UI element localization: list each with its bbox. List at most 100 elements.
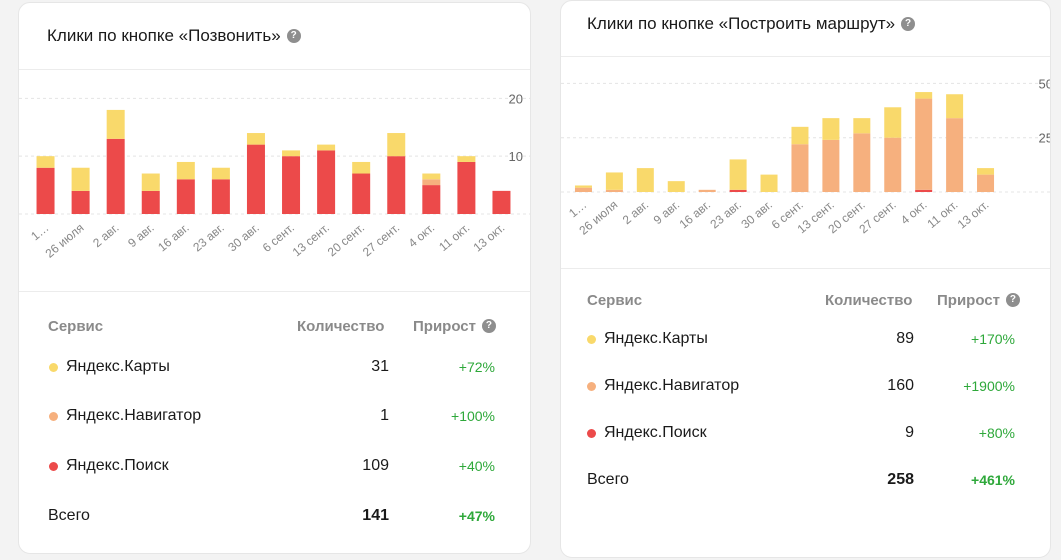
divider [561, 56, 1050, 57]
bar-segment [422, 173, 441, 180]
help-icon[interactable]: ? [286, 28, 301, 43]
table-row: Яндекс.Навигатор 1 +100% [19, 405, 530, 429]
bar-segment [352, 173, 371, 214]
table-row: Яндекс.Поиск 9 +80% [561, 422, 1050, 446]
service-growth: +80% [978, 425, 1015, 441]
bar-segment [36, 167, 55, 214]
bar-segment [141, 190, 160, 214]
bar-segment [457, 161, 476, 214]
bar-segment [574, 187, 592, 192]
search-legend-dot [49, 462, 58, 471]
x-tick-label: 30 авг. [738, 198, 775, 232]
bar-segment [422, 185, 441, 214]
bar-segment [605, 172, 623, 190]
divider [19, 291, 530, 292]
total-growth: +47% [458, 508, 495, 524]
bar-segment [884, 137, 902, 192]
x-tick-label: 30 авг. [225, 221, 262, 255]
service-growth: +1900% [963, 378, 1015, 394]
y-tick-label: 10 [509, 149, 523, 164]
x-tick-label: 16 авг. [677, 198, 714, 232]
service-growth: +100% [451, 408, 495, 424]
bar-segment [457, 156, 476, 162]
card-title: Клики по кнопке «Позвонить»? [47, 26, 301, 46]
x-tick-label: 11 окт. [924, 198, 960, 231]
table-row: Яндекс.Карты 31 +72% [19, 356, 530, 380]
table-row: Яндекс.Навигатор 160 +1900% [561, 375, 1050, 399]
help-icon[interactable]: ? [481, 319, 496, 334]
route-card: Клики по кнопке «Построить маршрут»? 50 2… [560, 0, 1051, 558]
total-row: Всего 258 +461% [561, 469, 1050, 493]
bar-segment [211, 179, 230, 214]
bar-segment [71, 190, 90, 214]
service-growth: +72% [458, 359, 495, 375]
service-count: 1 [380, 407, 389, 424]
service-name: Яндекс.Навигатор [604, 377, 740, 394]
x-tick-label: 13 окт. [955, 198, 992, 232]
bar-segment [791, 126, 809, 145]
bar-segment [422, 179, 441, 186]
total-count: 141 [362, 507, 389, 524]
bar-segment [977, 174, 995, 192]
header-growth[interactable]: Прирост? [413, 318, 496, 335]
header-count[interactable]: Количество [297, 318, 385, 335]
help-icon[interactable]: ? [901, 16, 916, 31]
maps-legend-dot [49, 363, 58, 372]
x-tick-label: 20 сент. [325, 221, 367, 260]
x-tick-label: 2 авг. [620, 198, 651, 228]
total-label: Всего [587, 471, 629, 488]
navigator-legend-dot [49, 412, 58, 421]
x-tick-label: 11 окт. [436, 221, 472, 254]
bar-segment [636, 168, 654, 192]
bar-segment [352, 161, 371, 174]
bar-segment [176, 179, 195, 214]
header-count[interactable]: Количество [825, 292, 913, 309]
header-service: Сервис [48, 318, 104, 335]
maps-legend-dot [587, 335, 596, 344]
bar-segment [106, 138, 125, 214]
bar-segment [317, 150, 336, 214]
bar-segment [36, 156, 55, 168]
x-tick-label: 13 окт. [471, 221, 508, 255]
bar-segment [605, 189, 623, 192]
bar-segment [822, 139, 840, 192]
bar-segment [822, 118, 840, 140]
x-tick-label: 9 авг. [125, 221, 156, 251]
bar-segment [915, 92, 933, 99]
bar-segment [884, 107, 902, 138]
total-growth: +461% [971, 472, 1015, 488]
bar-segment [141, 173, 160, 191]
bar-segment [946, 94, 964, 119]
x-tick-label: 26 июля [43, 221, 87, 261]
header-service: Сервис [587, 292, 643, 309]
bar-segment [853, 118, 871, 134]
bar-segment [977, 168, 995, 175]
bar-segment [791, 144, 809, 192]
bar-segment [698, 189, 716, 192]
x-tick-label: 27 сент. [360, 221, 402, 260]
x-tick-label: 13 сент. [290, 221, 332, 260]
calls-card: Клики по кнопке «Позвонить»? 20 10 1… 26 ию… [18, 2, 531, 554]
y-tick-label: 25 [1039, 131, 1051, 146]
divider [19, 69, 530, 70]
help-icon[interactable]: ? [1005, 293, 1020, 308]
calls-bar-chart: 20 10 1…26 июля 2 авг. 9 авг.16 авг.23 авг.3… [19, 91, 530, 261]
service-name: Яндекс.Поиск [66, 457, 169, 474]
service-name: Яндекс.Карты [604, 330, 708, 347]
total-count: 258 [887, 471, 914, 488]
y-tick-label: 50 [1039, 76, 1051, 91]
bar-segment [387, 156, 406, 214]
y-tick-label: 20 [509, 91, 523, 106]
bar-segment [282, 156, 301, 214]
bar-segment [667, 181, 685, 192]
header-growth[interactable]: Прирост? [937, 292, 1020, 309]
x-tick-label: 16 авг. [155, 221, 192, 255]
table-row: Яндекс.Карты 89 +170% [561, 328, 1050, 352]
service-count: 160 [887, 377, 914, 394]
bar-segment [946, 118, 964, 192]
card-title: Клики по кнопке «Построить маршрут»? [587, 14, 916, 34]
bar-segment [574, 185, 592, 188]
table-row: Яндекс.Поиск 109 +40% [19, 455, 530, 479]
service-growth: +170% [971, 331, 1015, 347]
